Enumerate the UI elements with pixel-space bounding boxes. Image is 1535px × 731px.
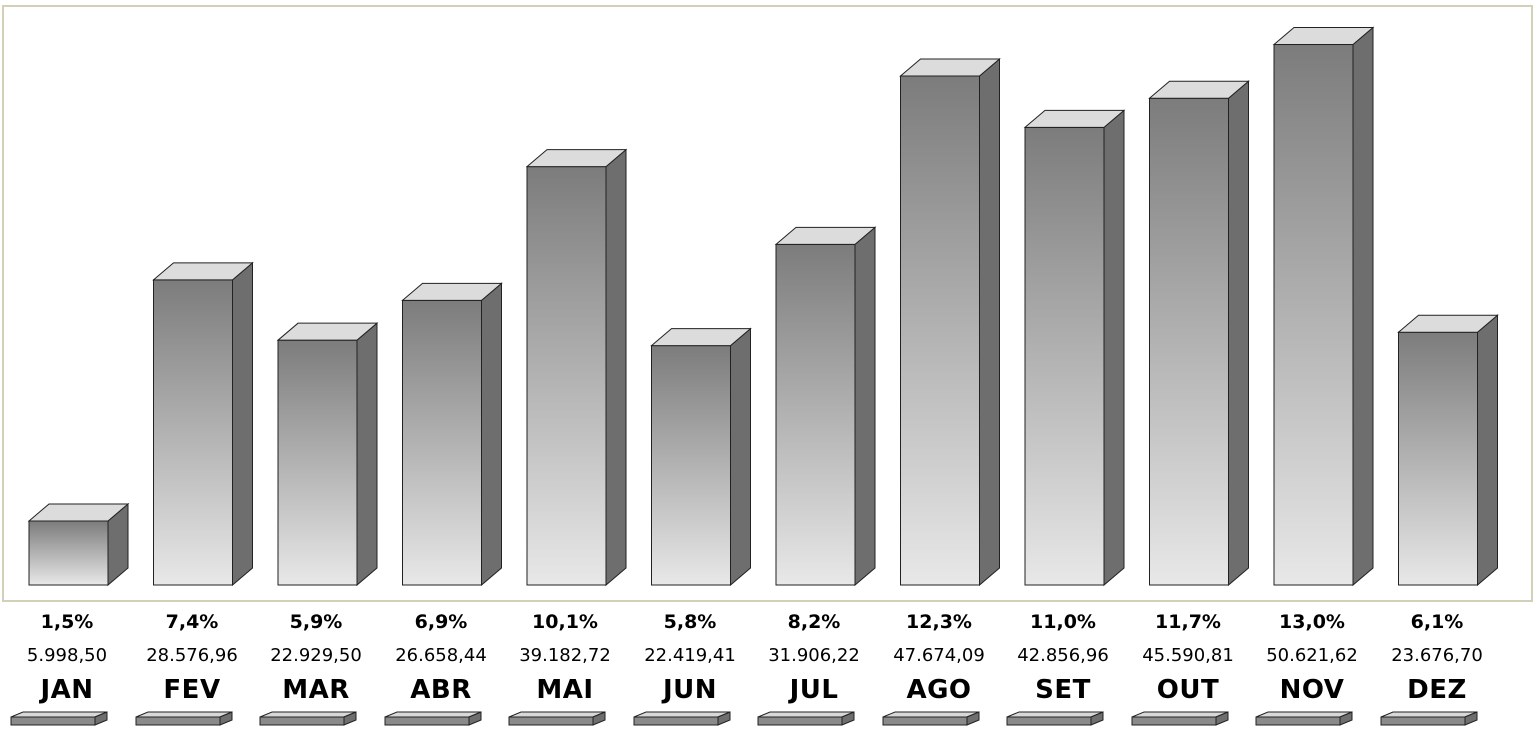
bar-top-fev: [152, 262, 254, 281]
bar-nov: [1273, 44, 1354, 586]
percent-label: 11,0%: [1030, 611, 1096, 633]
bar-jun: [651, 345, 731, 586]
bar-ago: [900, 75, 980, 586]
month-label: JUN: [662, 675, 718, 705]
percent-label: 13,0%: [1279, 611, 1345, 633]
bar-side-fev: [232, 261, 253, 587]
bar-top-mar: [276, 322, 379, 341]
bar-side-mar: [356, 322, 378, 587]
percent-label: 5,9%: [289, 611, 343, 633]
month-label: MAR: [282, 675, 350, 705]
bar-jan: [28, 520, 109, 586]
bar-jul: [775, 243, 856, 586]
bar-top-nov: [1272, 27, 1375, 46]
value-label: 42.856,96: [1017, 645, 1109, 666]
month-label: JAN: [40, 675, 94, 705]
bar-side-jul: [854, 226, 876, 587]
percent-label: 7,4%: [165, 611, 219, 633]
bar-side-nov: [1352, 26, 1374, 587]
value-label: 22.929,50: [270, 645, 362, 666]
percent-label: 12,3%: [906, 611, 972, 633]
percent-label: 6,9%: [414, 611, 468, 633]
bar-side-mai: [605, 148, 627, 587]
value-label: 47.674,09: [893, 645, 985, 666]
percent-label: 1,5%: [40, 611, 94, 633]
bar-top-set: [1023, 109, 1126, 128]
value-label: 5.998,50: [26, 645, 108, 666]
bar-side-jun: [730, 327, 751, 587]
value-label: 22.419,41: [644, 645, 736, 666]
bar-side-out: [1228, 80, 1249, 587]
mini-bar-icon: [259, 711, 357, 726]
bar-side-ago: [979, 57, 1000, 587]
value-label: 50.621,62: [1266, 645, 1358, 666]
mini-bar-icon: [10, 711, 108, 726]
bar-set: [1024, 126, 1105, 586]
mini-bar-icon: [882, 711, 980, 726]
percent-label: 8,2%: [787, 611, 841, 633]
month-label: FEV: [163, 675, 221, 705]
bar-side-dez: [1477, 314, 1498, 587]
month-label: ABR: [410, 675, 472, 705]
mini-bar-icon: [1006, 711, 1104, 726]
month-label: JUL: [789, 675, 839, 705]
bar-top-out: [1148, 80, 1250, 99]
bar-top-jul: [774, 226, 877, 245]
bar-top-dez: [1397, 314, 1499, 333]
bar-side-set: [1103, 109, 1125, 587]
percent-label: 11,7%: [1155, 611, 1221, 633]
mini-bar-icon: [384, 711, 482, 726]
mini-bar-icon: [135, 711, 233, 726]
month-label: DEZ: [1407, 675, 1467, 705]
mini-bar-icon: [508, 711, 606, 726]
value-label: 39.182,72: [519, 645, 611, 666]
bar-mai: [526, 166, 607, 586]
month-label: OUT: [1156, 675, 1220, 705]
bar-side-abr: [481, 282, 502, 587]
bar-abr: [402, 299, 482, 586]
bar-out: [1149, 97, 1229, 586]
month-label: SET: [1035, 675, 1091, 705]
percent-label: 10,1%: [532, 611, 598, 633]
mini-bar-icon: [1255, 711, 1353, 726]
month-label: NOV: [1279, 675, 1345, 705]
mini-bar-icon: [633, 711, 731, 726]
chart-area: [2, 5, 1533, 602]
percent-label: 6,1%: [1410, 611, 1464, 633]
bar-top-jun: [650, 328, 752, 347]
value-label: 26.658,44: [395, 645, 487, 666]
month-label: AGO: [906, 675, 972, 705]
month-label: MAI: [536, 675, 594, 705]
value-label: 45.590,81: [1142, 645, 1234, 666]
value-label: 31.906,22: [768, 645, 860, 666]
bar-top-abr: [401, 282, 503, 301]
bar-top-mai: [525, 149, 628, 168]
bar-chart: [2, 5, 1533, 602]
bar-mar: [277, 339, 358, 586]
percent-label: 5,8%: [663, 611, 717, 633]
bar-top-jan: [27, 503, 130, 522]
mini-bar-icon: [1131, 711, 1229, 726]
mini-bar-icon: [1380, 711, 1478, 726]
chart-frame-border: [2, 5, 1533, 602]
bar-top-ago: [899, 58, 1001, 77]
value-label: 23.676,70: [1391, 645, 1483, 666]
bar-fev: [153, 279, 233, 586]
value-label: 28.576,96: [146, 645, 238, 666]
bar-dez: [1398, 331, 1478, 586]
mini-bar-icon: [757, 711, 855, 726]
